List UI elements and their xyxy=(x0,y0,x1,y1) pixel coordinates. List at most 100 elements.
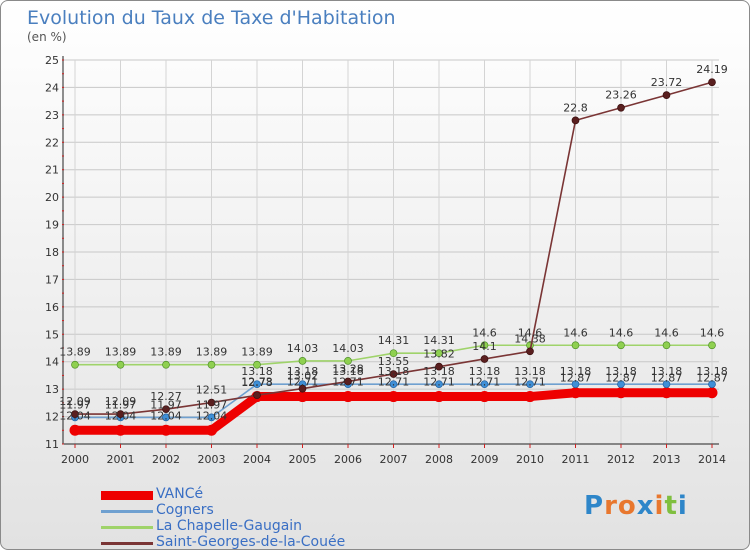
series-point-1 xyxy=(69,424,81,436)
series-point-4 xyxy=(571,116,580,125)
data-label: 12.87 xyxy=(560,372,592,385)
logo-letter: r xyxy=(604,491,618,521)
data-label: 13.18 xyxy=(287,365,319,378)
series-point-4 xyxy=(389,370,398,378)
data-label: 13.89 xyxy=(241,346,273,359)
data-label: 13.18 xyxy=(378,365,410,378)
series-point-1 xyxy=(524,391,536,403)
series-point-2 xyxy=(389,380,398,389)
x-tick-label: 2009 xyxy=(471,453,499,466)
x-tick-label: 2007 xyxy=(380,453,408,466)
series-point-3 xyxy=(571,341,580,350)
series-point-2 xyxy=(708,380,716,389)
data-label: 11.97 xyxy=(196,398,228,411)
series-point-4 xyxy=(298,384,307,393)
series-point-3 xyxy=(298,357,307,365)
data-label: 13.89 xyxy=(105,346,137,359)
data-label: 12.51 xyxy=(196,384,228,397)
series-point-1 xyxy=(388,391,399,403)
y-tick-label: 12 xyxy=(45,411,59,424)
data-label: 14.38 xyxy=(514,332,546,345)
y-tick-label: 23 xyxy=(45,109,59,122)
data-label: 13.18 xyxy=(332,365,364,378)
series-point-4 xyxy=(253,391,261,400)
x-tick-label: 2004 xyxy=(243,453,271,466)
data-label: 13.18 xyxy=(514,365,546,378)
data-label: 14.03 xyxy=(287,342,319,355)
data-label: 12.04 xyxy=(150,409,182,422)
data-label: 12.71 xyxy=(514,376,546,389)
data-label: 12.78 xyxy=(241,376,273,389)
series-point-3 xyxy=(207,360,216,369)
series-lines xyxy=(69,78,718,436)
data-label: 13.18 xyxy=(605,365,637,378)
series-point-3 xyxy=(253,360,261,369)
x-tick-label: 2001 xyxy=(107,453,135,466)
data-labels: 11.97 11.97 11.97 11.97 13.18 13.18 13.18 13.18… xyxy=(59,63,728,422)
data-label: 23.26 xyxy=(605,89,637,102)
data-label: 13.55 xyxy=(378,355,410,368)
series-point-2 xyxy=(571,380,580,389)
series-point-1 xyxy=(615,387,627,399)
grid-lines xyxy=(63,59,719,445)
series-point-2 xyxy=(526,380,534,389)
series-point-4 xyxy=(708,78,716,87)
series-point-3 xyxy=(617,341,625,350)
x-tick-label: 2003 xyxy=(198,453,226,466)
series-point-1 xyxy=(160,424,172,436)
series-point-3 xyxy=(344,357,352,365)
legend-item: La Chapelle-Gaugain xyxy=(101,518,401,535)
series-point-4 xyxy=(435,362,443,371)
data-label: 14.31 xyxy=(378,334,410,347)
y-tick-label: 22 xyxy=(45,136,59,149)
y-tick-label: 19 xyxy=(45,219,59,232)
legend-label: Saint-Georges-de-la-Couée xyxy=(156,534,346,550)
y-tick-label: 15 xyxy=(45,328,59,341)
series-point-4 xyxy=(344,377,352,386)
series-point-4 xyxy=(207,398,216,407)
legend-swatch xyxy=(101,491,153,500)
series-point-3 xyxy=(480,341,489,350)
data-label: 14.6 xyxy=(654,326,679,339)
data-label: 13.89 xyxy=(150,346,182,359)
logo-letter: P xyxy=(584,491,605,521)
series-point-4 xyxy=(162,405,170,414)
series-point-2 xyxy=(253,380,261,389)
chart-title: Evolution du Taux de Taxe d'Habitation xyxy=(27,7,396,29)
series-point-4 xyxy=(71,410,79,418)
series-point-2 xyxy=(207,413,216,422)
series-point-3 xyxy=(116,360,125,369)
series-point-1 xyxy=(570,387,581,399)
x-tick-label: 2011 xyxy=(562,453,590,466)
data-label: 14.1 xyxy=(472,340,497,353)
series-point-1 xyxy=(479,391,490,403)
data-label: 14.6 xyxy=(518,326,543,339)
series-point-3 xyxy=(389,349,398,358)
data-label: 13.82 xyxy=(423,348,455,361)
x-tick-label: 2013 xyxy=(653,453,681,466)
series-point-3 xyxy=(71,360,79,369)
series-point-4 xyxy=(662,91,671,99)
logo-letter: o xyxy=(617,491,637,521)
series-point-1 xyxy=(342,391,354,403)
data-label: 12.71 xyxy=(332,376,364,389)
series-point-2 xyxy=(162,413,170,422)
data-label: 11.97 xyxy=(59,398,91,411)
series-point-2 xyxy=(662,380,671,389)
data-label: 12.87 xyxy=(605,372,637,385)
y-tick-label: 16 xyxy=(45,301,59,314)
legend-item: Cogners xyxy=(101,502,401,519)
data-label: 14.31 xyxy=(423,334,455,347)
legend: VANCé Cogners La Chapelle-Gaugain Saint-Geo… xyxy=(101,486,401,550)
data-label: 13.18 xyxy=(469,365,501,378)
y-tick-label: 17 xyxy=(45,273,59,286)
x-tick-label: 2012 xyxy=(607,453,635,466)
data-label: 13.89 xyxy=(59,346,91,359)
series-point-1 xyxy=(706,387,718,399)
data-label: 22.8 xyxy=(563,101,588,114)
data-label: 12.71 xyxy=(287,376,319,389)
logo-letter: i xyxy=(677,491,688,521)
data-label: 12.87 xyxy=(696,372,728,385)
legend-item: VANCé xyxy=(101,486,401,503)
